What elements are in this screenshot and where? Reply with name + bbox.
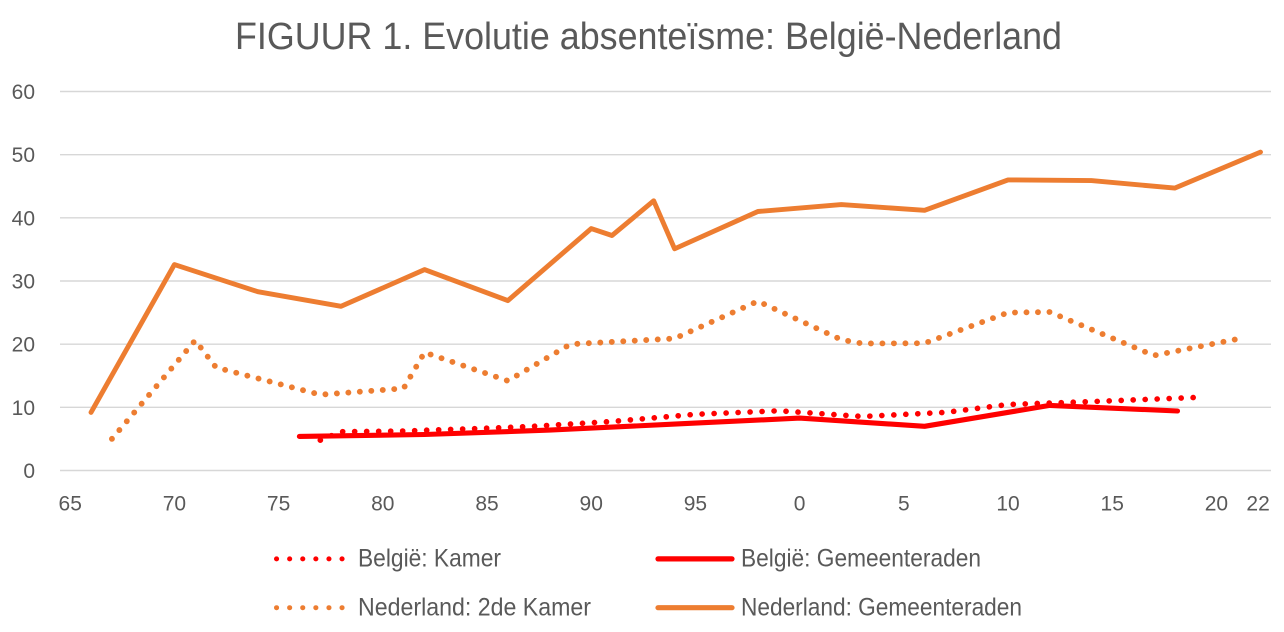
svg-text:80: 80 (371, 493, 394, 516)
svg-text:70: 70 (163, 493, 186, 516)
svg-text:65: 65 (59, 493, 82, 516)
svg-text:85: 85 (475, 493, 498, 516)
svg-text:60: 60 (12, 81, 35, 104)
svg-text:België: Gemeenteraden: België: Gemeenteraden (741, 545, 981, 573)
svg-text:0: 0 (794, 493, 806, 516)
svg-text:Nederland: 2de Kamer: Nederland: 2de Kamer (358, 593, 591, 621)
svg-text:50: 50 (12, 144, 35, 167)
svg-text:95: 95 (684, 493, 707, 516)
svg-text:15: 15 (1101, 493, 1124, 516)
svg-text:75: 75 (267, 493, 290, 516)
svg-text:20: 20 (1205, 493, 1228, 516)
svg-text:90: 90 (580, 493, 603, 516)
svg-text:Nederland: Gemeenteraden: Nederland: Gemeenteraden (741, 593, 1022, 621)
svg-text:0: 0 (23, 460, 35, 483)
svg-text:FIGUUR 1. Evolutie absenteïsme: FIGUUR 1. Evolutie absenteïsme: België-N… (235, 16, 1062, 58)
svg-text:20: 20 (12, 334, 35, 357)
svg-text:10: 10 (12, 397, 35, 420)
svg-text:5: 5 (898, 493, 910, 516)
svg-text:40: 40 (12, 207, 35, 230)
svg-text:22: 22 (1246, 493, 1269, 516)
svg-text:België: Kamer: België: Kamer (358, 545, 501, 573)
svg-text:30: 30 (12, 271, 35, 294)
svg-text:10: 10 (996, 493, 1019, 516)
